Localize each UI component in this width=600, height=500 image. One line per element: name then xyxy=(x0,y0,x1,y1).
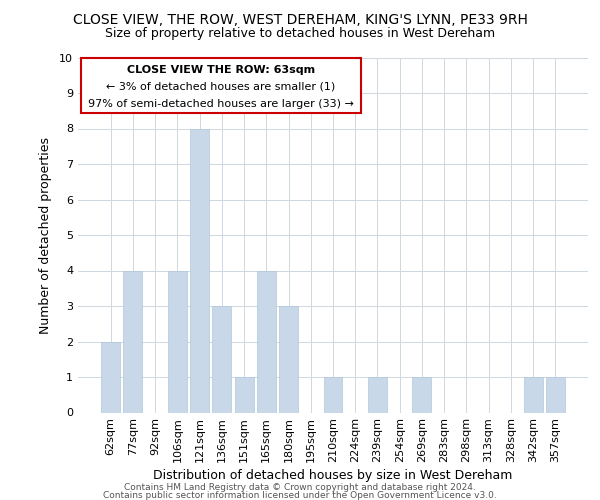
Text: ← 3% of detached houses are smaller (1): ← 3% of detached houses are smaller (1) xyxy=(106,82,335,92)
Bar xyxy=(212,306,231,412)
Bar xyxy=(546,377,565,412)
Bar xyxy=(412,377,431,412)
Bar xyxy=(190,128,209,412)
FancyBboxPatch shape xyxy=(80,58,361,112)
Text: CLOSE VIEW, THE ROW, WEST DEREHAM, KING'S LYNN, PE33 9RH: CLOSE VIEW, THE ROW, WEST DEREHAM, KING'… xyxy=(73,12,527,26)
Bar xyxy=(168,270,187,412)
Text: Size of property relative to detached houses in West Dereham: Size of property relative to detached ho… xyxy=(105,28,495,40)
Bar xyxy=(279,306,298,412)
Bar xyxy=(323,377,343,412)
X-axis label: Distribution of detached houses by size in West Dereham: Distribution of detached houses by size … xyxy=(154,470,512,482)
Text: 97% of semi-detached houses are larger (33) →: 97% of semi-detached houses are larger (… xyxy=(88,98,354,108)
Text: Contains public sector information licensed under the Open Government Licence v3: Contains public sector information licen… xyxy=(103,490,497,500)
Text: Contains HM Land Registry data © Crown copyright and database right 2024.: Contains HM Land Registry data © Crown c… xyxy=(124,483,476,492)
Bar xyxy=(235,377,254,412)
Bar xyxy=(124,270,142,412)
Y-axis label: Number of detached properties: Number of detached properties xyxy=(39,136,52,334)
Bar xyxy=(257,270,276,412)
Bar xyxy=(524,377,542,412)
Text: CLOSE VIEW THE ROW: 63sqm: CLOSE VIEW THE ROW: 63sqm xyxy=(127,64,315,74)
Bar xyxy=(368,377,387,412)
Bar xyxy=(101,342,120,412)
